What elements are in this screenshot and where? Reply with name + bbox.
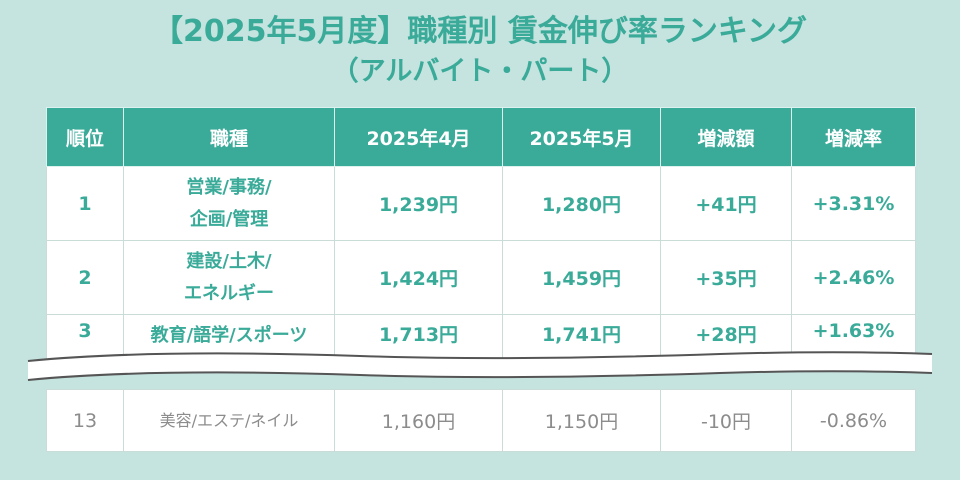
job-label-line1: 営業/事務/ [186, 176, 272, 198]
table-row: 2 建設/土木/ エネルギー 1,424円 1,459円 +35円 +2.46% [46, 240, 916, 315]
diff-cell: +28円 [660, 314, 792, 365]
omission-gap [47, 365, 916, 390]
april-wage-cell: 1,424円 [334, 240, 503, 315]
job-label-line2: エネルギー [184, 282, 274, 304]
header-job: 職種 [123, 107, 335, 167]
header-april: 2025年4月 [334, 107, 503, 167]
rank-cell: 13 [46, 389, 124, 452]
diff-cell: -10円 [660, 389, 792, 452]
header-may: 2025年5月 [502, 107, 661, 167]
job-label-line1: 建設/土木/ [186, 250, 272, 272]
april-wage-cell: 1,160円 [334, 389, 503, 452]
may-wage-cell: 1,459円 [502, 240, 661, 315]
rank-cell: 3 [46, 314, 124, 365]
job-cell: 美容/エステ/ネイル [123, 389, 335, 452]
table-row: 3 教育/語学/スポーツ 1,713円 1,741円 +28円 +1.63% [46, 314, 916, 365]
header-row: 順位 職種 2025年4月 2025年5月 増減額 増減率 [46, 107, 916, 167]
diff-cell: +41円 [660, 166, 792, 241]
page-subtitle: （アルバイト・パート） [331, 56, 629, 87]
table-row: 1 営業/事務/ 企画/管理 1,239円 1,280円 +41円 +3.31% [46, 166, 916, 241]
rate-cell: -0.86% [791, 389, 916, 452]
april-wage-cell: 1,239円 [334, 166, 503, 241]
job-label-line2: 企画/管理 [189, 208, 269, 230]
april-wage-cell: 1,713円 [334, 314, 503, 365]
rate-cell: +2.46% [791, 240, 916, 315]
job-cell: 教育/語学/スポーツ [123, 314, 335, 365]
job-cell: 建設/土木/ エネルギー [123, 240, 335, 315]
diff-cell: +35円 [660, 240, 792, 315]
rate-cell: +1.63% [791, 314, 916, 365]
rank-cell: 1 [46, 166, 124, 241]
header-rate: 増減率 [791, 107, 916, 167]
may-wage-cell: 1,741円 [502, 314, 661, 365]
may-wage-cell: 1,150円 [502, 389, 661, 452]
ranking-table: 順位 職種 2025年4月 2025年5月 増減額 増減率 1 営業/事務/ 企… [46, 107, 916, 452]
rank-cell: 2 [46, 240, 124, 315]
may-wage-cell: 1,280円 [502, 166, 661, 241]
rate-cell: +3.31% [791, 166, 916, 241]
job-cell: 営業/事務/ 企画/管理 [123, 166, 335, 241]
table-row: 13 美容/エステ/ネイル 1,160円 1,150円 -10円 -0.86% [46, 389, 916, 452]
page-title: 【2025年5月度】職種別 賃金伸び率ランキング [153, 14, 807, 49]
header-rank: 順位 [46, 107, 124, 167]
header-diff: 増減額 [660, 107, 792, 167]
